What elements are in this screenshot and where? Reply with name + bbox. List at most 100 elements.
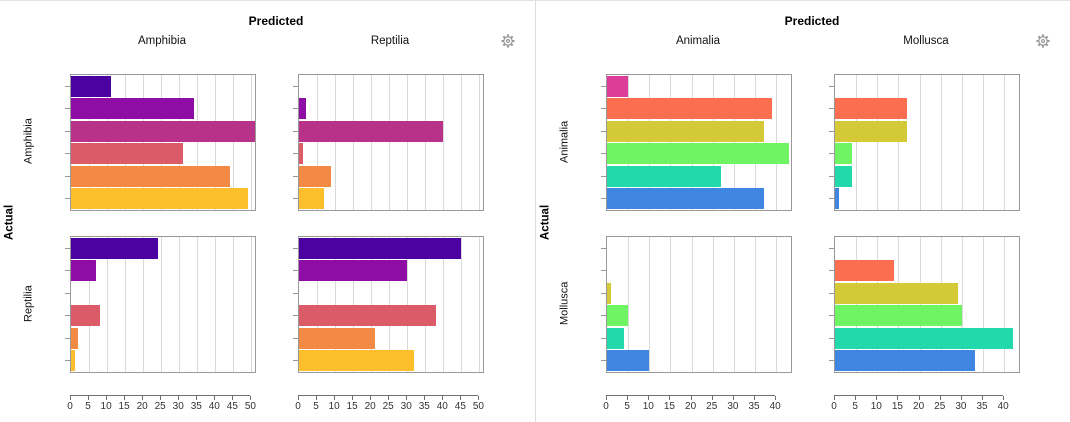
y-tick	[601, 247, 606, 249]
bar	[299, 260, 408, 282]
facet-subplot	[65, 74, 256, 211]
bar	[71, 98, 194, 120]
y-tick	[293, 360, 298, 362]
x-tick-label: 0	[603, 401, 609, 412]
bar	[71, 120, 255, 142]
bar	[71, 165, 230, 187]
x-tick-label: 0	[831, 401, 837, 412]
x-tick	[982, 396, 984, 400]
gridline	[856, 75, 858, 210]
bar	[71, 237, 158, 259]
gridline	[197, 75, 199, 210]
bar	[71, 188, 248, 210]
bar	[299, 98, 307, 120]
x-tick	[424, 396, 426, 400]
facet-subplot	[601, 74, 792, 211]
bar	[71, 305, 100, 327]
gridline	[670, 237, 672, 372]
x-tick	[775, 396, 777, 400]
gridline	[628, 237, 630, 372]
gridline	[107, 75, 109, 210]
y-tick	[601, 198, 606, 200]
x-tick-label: 10	[100, 401, 112, 412]
actual-axis-title: Actual	[3, 204, 16, 241]
x-tick	[960, 396, 962, 400]
gridline	[125, 75, 127, 210]
gridline	[125, 237, 127, 372]
x-tick-label: 5	[313, 401, 319, 412]
predicted-col-label: Animalia	[675, 35, 721, 47]
gridline	[712, 237, 714, 372]
x-tick	[939, 396, 941, 400]
y-tick	[65, 292, 70, 294]
x-axis: 0 5 10 15 20 25 30 35 40	[603, 395, 790, 417]
bar	[835, 188, 840, 210]
x-tick	[606, 396, 607, 400]
y-tick	[829, 175, 834, 177]
gridline	[335, 237, 337, 372]
x-tick	[711, 396, 713, 400]
x-tick-label: 35	[748, 401, 760, 412]
x-tick-label: 30	[955, 401, 967, 412]
x-tick	[918, 396, 920, 400]
facet-subplot	[293, 74, 484, 211]
gridline	[755, 75, 757, 210]
gridline	[407, 75, 409, 210]
bar	[607, 75, 629, 97]
gridline	[443, 75, 445, 210]
settings-gear-icon[interactable]	[1034, 32, 1052, 50]
bar	[299, 188, 325, 210]
gridline	[179, 75, 181, 210]
gridline	[691, 237, 693, 372]
gridline	[691, 75, 693, 210]
x-tick	[160, 396, 162, 400]
gridline	[877, 237, 879, 372]
y-tick	[829, 198, 834, 200]
bar	[299, 237, 462, 259]
gridline	[877, 75, 879, 210]
gridline	[1004, 237, 1006, 372]
bar	[71, 260, 97, 282]
x-tick-label: 45	[454, 401, 466, 412]
x-tick-label: 10	[328, 401, 340, 412]
gridline	[389, 75, 391, 210]
gridline	[461, 237, 463, 372]
bar	[835, 305, 962, 327]
y-tick	[65, 130, 70, 132]
bar	[299, 120, 444, 142]
gridline	[898, 237, 900, 372]
gridline	[317, 237, 319, 372]
bar	[71, 327, 79, 349]
bar	[835, 143, 852, 165]
gridline	[371, 237, 373, 372]
gridline	[89, 75, 91, 210]
gridline	[479, 237, 481, 372]
gridline	[919, 75, 921, 210]
y-tick	[601, 108, 606, 110]
gridline	[649, 237, 651, 372]
bar	[71, 75, 111, 97]
gridline	[733, 237, 735, 372]
bar	[607, 327, 624, 349]
x-axis: 0 5 10 15 20 25 30 35 40	[831, 395, 1018, 417]
gridline	[961, 75, 963, 210]
x-axis-line	[70, 395, 251, 396]
y-tick	[829, 85, 834, 87]
gridline	[443, 237, 445, 372]
x-tick	[897, 396, 899, 400]
x-tick	[876, 396, 878, 400]
y-tick	[601, 270, 606, 272]
settings-gear-icon[interactable]	[499, 32, 517, 50]
bar	[607, 282, 612, 304]
x-tick-label: 30	[172, 401, 184, 412]
x-tick-label: 10	[642, 401, 654, 412]
y-tick	[65, 337, 70, 339]
y-tick	[293, 108, 298, 110]
x-axis: 0 5 10 15 20 25 30 35 40 45 50	[67, 395, 256, 417]
panel-divider	[535, 1, 536, 422]
y-tick	[293, 337, 298, 339]
gridline	[179, 237, 181, 372]
bar	[835, 120, 907, 142]
y-tick	[65, 175, 70, 177]
x-tick	[732, 396, 734, 400]
